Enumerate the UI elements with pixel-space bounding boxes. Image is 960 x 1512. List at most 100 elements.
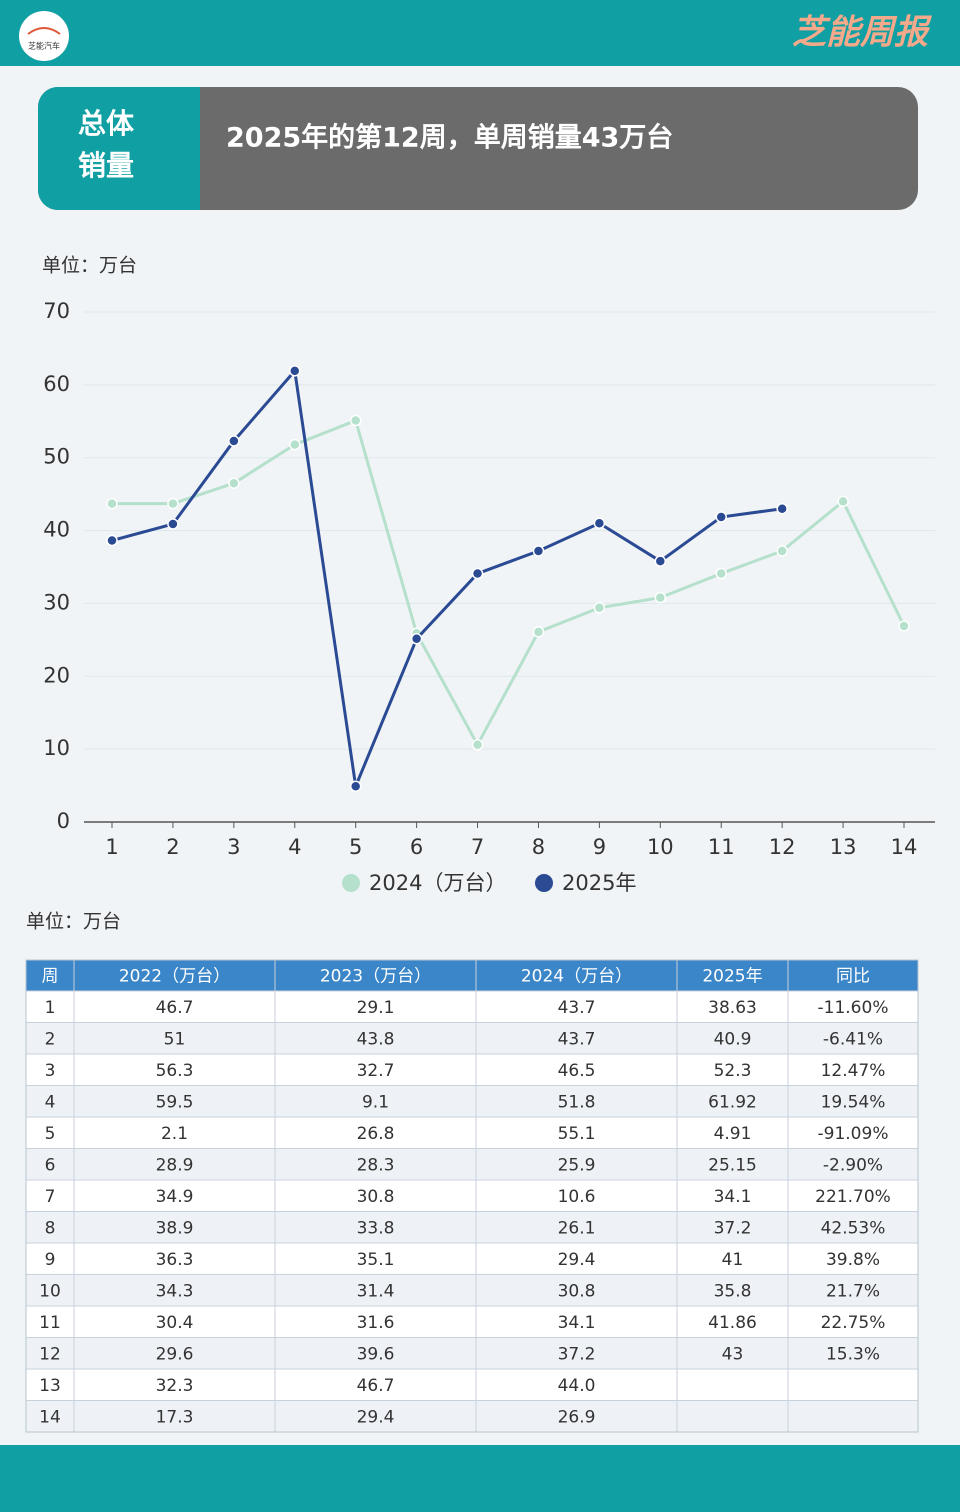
table-cell: 55.1: [558, 1124, 596, 1144]
y-tick-label: 70: [43, 299, 70, 323]
legend-label: 2024（万台）: [369, 871, 506, 895]
data-point: [289, 438, 301, 451]
table-cell: 43.7: [558, 1029, 596, 1049]
table-cell: 5: [45, 1124, 56, 1144]
table-cell: 34.1: [714, 1187, 752, 1207]
series-line: [112, 418, 906, 748]
x-tick-label: 11: [708, 835, 735, 859]
table-cell: 30.8: [558, 1281, 596, 1301]
table-cell: 31.6: [357, 1313, 395, 1333]
table-cell: 46.7: [156, 998, 194, 1018]
y-tick-label: 20: [43, 663, 70, 687]
table-row: [25, 1305, 919, 1338]
data-point: [837, 495, 849, 508]
table-cell: 39.6: [357, 1344, 395, 1364]
table-cell: 40.9: [714, 1029, 752, 1049]
data-point: [776, 502, 788, 515]
table-cell: 39.8%: [826, 1250, 880, 1270]
series-line: [111, 367, 783, 792]
table-cell: 56.3: [156, 1061, 194, 1081]
table-cell: 9: [45, 1250, 56, 1270]
table-cell: 4.91: [714, 1124, 752, 1144]
table-cell: 61.92: [708, 1092, 757, 1112]
table-cell: 12.47%: [821, 1061, 886, 1081]
table-cell: 38.9: [156, 1218, 194, 1238]
y-tick-label: 0: [57, 809, 70, 833]
table-cell: 9.1: [362, 1092, 389, 1112]
unit-label: 单位：万台: [42, 255, 137, 277]
table-cell: 46.5: [558, 1061, 596, 1081]
table-cell: 37.2: [714, 1218, 752, 1238]
legend-marker: [535, 874, 553, 892]
table-cell: 35.1: [357, 1250, 395, 1270]
table-cell: 1: [45, 998, 56, 1018]
banner-label: 总体: [78, 107, 135, 140]
table-cell: -91.09%: [818, 1124, 889, 1144]
data-point: [776, 545, 788, 557]
table-cell: 31.4: [357, 1281, 395, 1301]
table-header: 2022（万台）: [119, 967, 230, 987]
table-cell: 22.75%: [821, 1313, 886, 1333]
y-tick-label: 60: [43, 372, 70, 396]
legend-label: 2025年: [562, 871, 636, 895]
y-tick-label: 50: [43, 445, 70, 469]
table-cell: 11: [39, 1313, 61, 1333]
x-tick-label: 12: [769, 835, 796, 859]
logo-icon: [27, 27, 61, 35]
x-tick-label: 10: [647, 835, 674, 859]
table-cell: 19.54%: [821, 1092, 886, 1112]
table-header: 2025年: [702, 967, 762, 987]
table-cell: -2.90%: [823, 1155, 883, 1175]
data-point: [167, 497, 179, 510]
x-tick-label: 2: [166, 835, 179, 859]
table-row: [25, 1053, 919, 1086]
table-cell: 32.3: [156, 1376, 194, 1396]
table-cell: 29.1: [357, 998, 395, 1018]
table-cell: 34.1: [558, 1313, 596, 1333]
banner-text: 2025年的第12周，单周销量43万台: [226, 122, 673, 154]
table-row: [25, 1022, 919, 1055]
table-cell: 52.3: [714, 1061, 752, 1081]
table-row: [25, 1368, 919, 1401]
table-cell: 59.5: [156, 1092, 194, 1112]
data-point: [471, 567, 484, 580]
table-header: 2023（万台）: [320, 967, 431, 987]
data-point: [715, 567, 727, 580]
table-cell: 7: [45, 1187, 56, 1207]
data-point: [532, 545, 545, 557]
bottom-bar: [0, 1445, 960, 1512]
x-tick-label: 3: [227, 835, 240, 859]
x-tick-label: 9: [593, 835, 606, 859]
data-point: [289, 365, 301, 377]
table-cell: 4: [45, 1092, 56, 1112]
table-cell: 41.86: [708, 1313, 757, 1333]
table-row: [25, 1179, 919, 1212]
data-point: [654, 591, 667, 604]
table-header-bg: [26, 960, 918, 991]
table-cell: 29.6: [156, 1344, 194, 1364]
table-cell: 28.3: [357, 1155, 395, 1175]
table-cell: 15.3%: [826, 1344, 880, 1364]
banner: [38, 87, 918, 210]
table-cell: 41: [722, 1250, 744, 1270]
table-cell: 35.8: [714, 1281, 752, 1301]
table-row: [25, 1211, 919, 1244]
data-point: [349, 414, 362, 427]
data-point: [654, 555, 667, 567]
table-cell: -6.41%: [823, 1029, 883, 1049]
x-tick-label: 7: [471, 835, 484, 859]
table-header: 同比: [836, 967, 870, 987]
banner-label: 销量: [78, 149, 134, 182]
x-tick-label: 13: [830, 835, 857, 859]
data-point: [471, 739, 484, 751]
table-cell: 28.9: [156, 1155, 194, 1175]
table-cell: 43: [722, 1344, 744, 1364]
table-cell: 42.53%: [821, 1218, 886, 1238]
table-cell: 38.63: [708, 998, 757, 1018]
table-cell: 33.8: [357, 1218, 395, 1238]
data-point: [410, 633, 423, 645]
table-cell: -11.60%: [818, 998, 889, 1018]
table-cell: 34.3: [156, 1281, 194, 1301]
table-cell: 46.7: [357, 1376, 395, 1396]
